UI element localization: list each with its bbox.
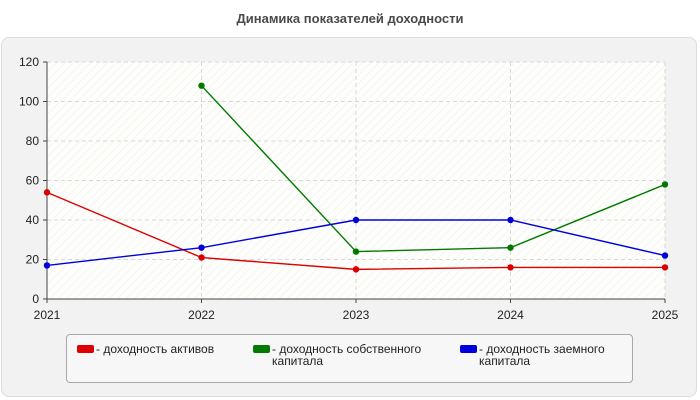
legend-swatch-equity	[253, 345, 270, 353]
legend-swatch-debt	[460, 345, 477, 353]
data-point-0-2022	[198, 254, 205, 261]
x-tick-label-2023: 2023	[343, 308, 370, 322]
y-tick-label-0: 0	[32, 292, 39, 306]
series-1	[198, 82, 669, 255]
chart-legend: - доходность активов - доходность собств…	[66, 334, 633, 383]
legend-swatch-assets	[77, 345, 94, 353]
data-point-2-2022	[198, 244, 205, 251]
data-point-0-2021	[43, 189, 51, 196]
legend-label-equity: - доходность собственного капитала	[272, 342, 422, 368]
chart-title: Динамика показателей доходности	[236, 11, 464, 26]
y-tick-label-20: 20	[26, 253, 40, 267]
series-2	[43, 216, 669, 269]
y-tick-label-60: 60	[26, 174, 40, 188]
legend-label-assets: - доходность активов	[96, 342, 215, 356]
legend-item-debt: - доходность заемного капитала	[460, 343, 605, 367]
legend-item-assets: - доходность активов	[77, 343, 214, 355]
y-tick-label-120: 120	[19, 55, 39, 69]
series-group	[43, 82, 669, 273]
y-tick-label-80: 80	[26, 134, 40, 148]
series-line-1	[200, 85, 666, 253]
data-point-2-2021	[43, 262, 51, 269]
x-tick-label-2021: 2021	[34, 308, 61, 322]
y-tick-label-100: 100	[19, 95, 39, 109]
data-point-1-2022	[198, 82, 205, 89]
y-tick-label-40: 40	[26, 213, 40, 227]
data-point-2-2025	[661, 252, 669, 259]
x-tick-label-2022: 2022	[188, 308, 215, 322]
data-point-2-2023	[352, 216, 360, 224]
x-tick-label-2025: 2025	[652, 308, 679, 322]
series-0	[43, 189, 669, 273]
legend-label-debt: - доходность заемного капитала	[479, 342, 605, 368]
data-point-2-2024	[507, 216, 514, 224]
data-point-0-2023	[352, 266, 360, 273]
legend-item-equity: - доходность собственного капитала	[253, 343, 421, 367]
x-tick-label-2024: 2024	[497, 308, 524, 322]
data-point-1-2025	[661, 181, 669, 188]
data-point-0-2024	[507, 264, 514, 271]
data-point-1-2024	[507, 244, 514, 251]
x-tick-labels: 2021 2022 2023 2024 2025	[34, 308, 679, 322]
y-tick-labels: 0 20 40 60 80 100 120	[19, 55, 39, 306]
data-point-0-2025	[661, 264, 669, 271]
data-point-1-2023	[352, 248, 360, 255]
